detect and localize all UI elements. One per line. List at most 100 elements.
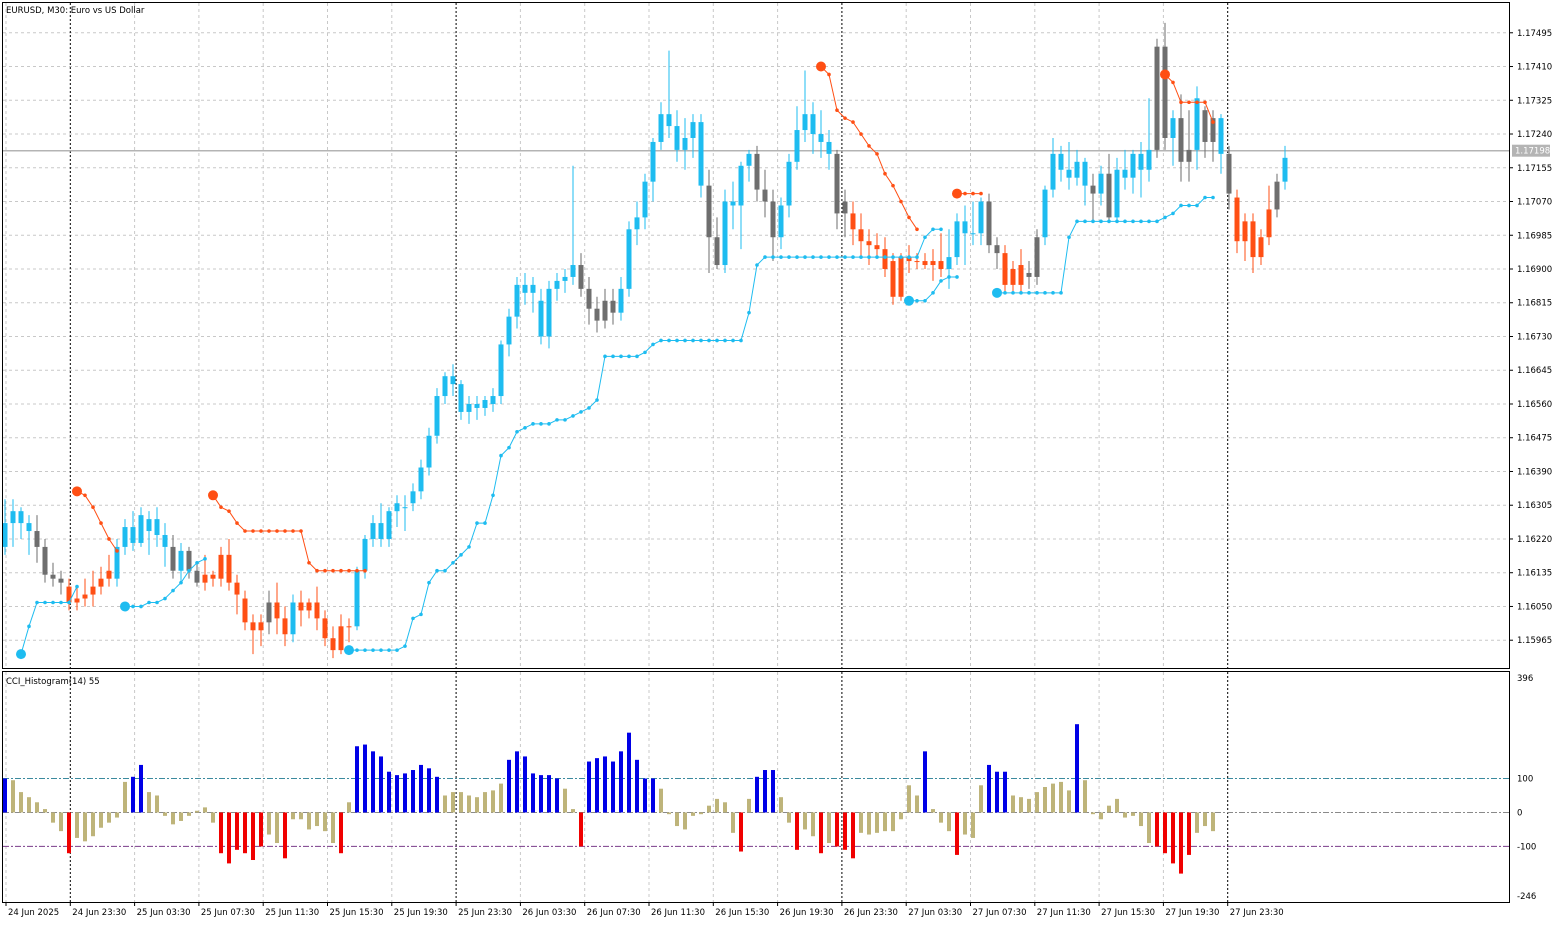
lower-stop-dot xyxy=(755,263,759,267)
lower-stop-dot xyxy=(691,338,695,343)
cci-bar xyxy=(131,776,135,813)
cci-bar xyxy=(419,764,423,813)
candle-body xyxy=(1106,173,1112,218)
cci-bar xyxy=(331,812,335,844)
candle-body xyxy=(954,221,960,258)
candle-body xyxy=(546,288,552,337)
cci-bar xyxy=(275,812,279,844)
candle-body xyxy=(1250,221,1256,258)
price-tick-label: 1.17240 xyxy=(1517,130,1552,140)
indicator-name: CCI_Histogram(14) 55 xyxy=(6,677,100,687)
indicator-layer xyxy=(3,724,1509,874)
candle-body xyxy=(330,638,336,651)
lower-stop-dot xyxy=(1187,203,1191,208)
cci-bar xyxy=(755,776,759,813)
lower-stop-dot xyxy=(547,422,551,426)
cci-bar xyxy=(1067,790,1071,813)
candle-body xyxy=(770,201,776,238)
candle-body xyxy=(370,523,376,539)
cci-bar xyxy=(955,812,959,855)
candle-body xyxy=(1082,161,1088,186)
candle-body xyxy=(274,602,280,619)
candle-body xyxy=(1146,149,1152,170)
cci-bar xyxy=(739,812,743,852)
cci-bar xyxy=(979,785,983,813)
candle-body xyxy=(474,403,480,408)
candle-body xyxy=(354,570,360,627)
candle-body xyxy=(874,245,880,250)
cci-bar xyxy=(75,812,79,838)
candle-body xyxy=(866,241,872,246)
lower-stop-dot xyxy=(675,338,679,343)
lower-stop-dot xyxy=(851,255,855,259)
cci-bar xyxy=(195,810,199,813)
upper-stop-dot xyxy=(259,529,263,533)
candle-body xyxy=(1194,98,1200,150)
candle-body xyxy=(306,602,312,611)
cci-bar xyxy=(539,775,543,813)
candle-body xyxy=(850,213,856,230)
cci-bar xyxy=(443,795,447,813)
candle-body xyxy=(722,201,728,266)
candle-body xyxy=(650,141,656,182)
cci-bar xyxy=(899,812,903,820)
lower-stop-dot xyxy=(1019,291,1023,295)
candle-body xyxy=(282,618,288,635)
candle-body xyxy=(994,245,1000,254)
lower-stop-line xyxy=(997,197,1213,294)
cci-bar xyxy=(795,812,799,850)
candle-body xyxy=(1138,153,1144,170)
candle-body xyxy=(898,257,904,297)
cci-bar xyxy=(379,756,383,813)
cci-bar xyxy=(843,812,847,850)
lower-stop-dot xyxy=(427,580,431,585)
lower-stop-dot xyxy=(955,275,959,279)
cci-bar xyxy=(107,812,111,823)
lower-stop-dot xyxy=(387,648,391,652)
cci-bar xyxy=(243,812,247,854)
cci-bar xyxy=(315,812,319,827)
lower-stop-dot xyxy=(923,298,927,303)
cci-bar xyxy=(11,780,15,813)
candle-body xyxy=(82,594,88,599)
lower-stop-dot xyxy=(595,398,599,402)
cci-bar xyxy=(1123,812,1127,818)
indicator-tick-label: 396 xyxy=(1517,674,1533,684)
lower-stop-dot xyxy=(371,648,375,652)
upper-stop-dot xyxy=(251,529,255,533)
candle-body xyxy=(706,185,712,238)
time-tick-label: 24 Jun 2025 xyxy=(8,908,59,918)
cci-bar xyxy=(115,812,119,818)
candle-body xyxy=(1010,269,1016,285)
lower-stop-dot xyxy=(1147,219,1151,224)
candle-body xyxy=(218,554,224,579)
candle-body xyxy=(530,284,536,293)
candle-body xyxy=(754,153,760,190)
time-tick-label: 27 Jun 03:30 xyxy=(908,908,962,918)
candle-body xyxy=(586,288,592,309)
price-tick-label: 1.16390 xyxy=(1517,467,1552,477)
cci-bar xyxy=(467,795,471,813)
candle-body xyxy=(162,535,168,547)
time-tick-label: 25 Jun 15:30 xyxy=(330,908,384,918)
lower-stop-dot xyxy=(699,338,703,343)
candle-body xyxy=(18,511,24,524)
candle-body xyxy=(298,602,304,611)
current-price-tag xyxy=(1512,144,1550,157)
lower-stop-dot xyxy=(939,227,943,232)
candle-body xyxy=(90,586,96,595)
cci-bar xyxy=(515,751,519,813)
cci-bar xyxy=(3,778,7,813)
indicator-tick-label: 100 xyxy=(1517,775,1533,785)
cci-bar xyxy=(451,792,455,813)
cci-bar xyxy=(1083,780,1087,813)
candle-body xyxy=(1002,253,1008,285)
upper-stop-dot xyxy=(899,199,903,204)
candle-body xyxy=(138,515,144,543)
candle-body xyxy=(66,586,72,603)
cci-bar xyxy=(667,812,671,815)
lower-stop-dot xyxy=(16,649,26,660)
lower-stop-dot xyxy=(467,545,471,549)
cci-bar xyxy=(147,792,151,813)
